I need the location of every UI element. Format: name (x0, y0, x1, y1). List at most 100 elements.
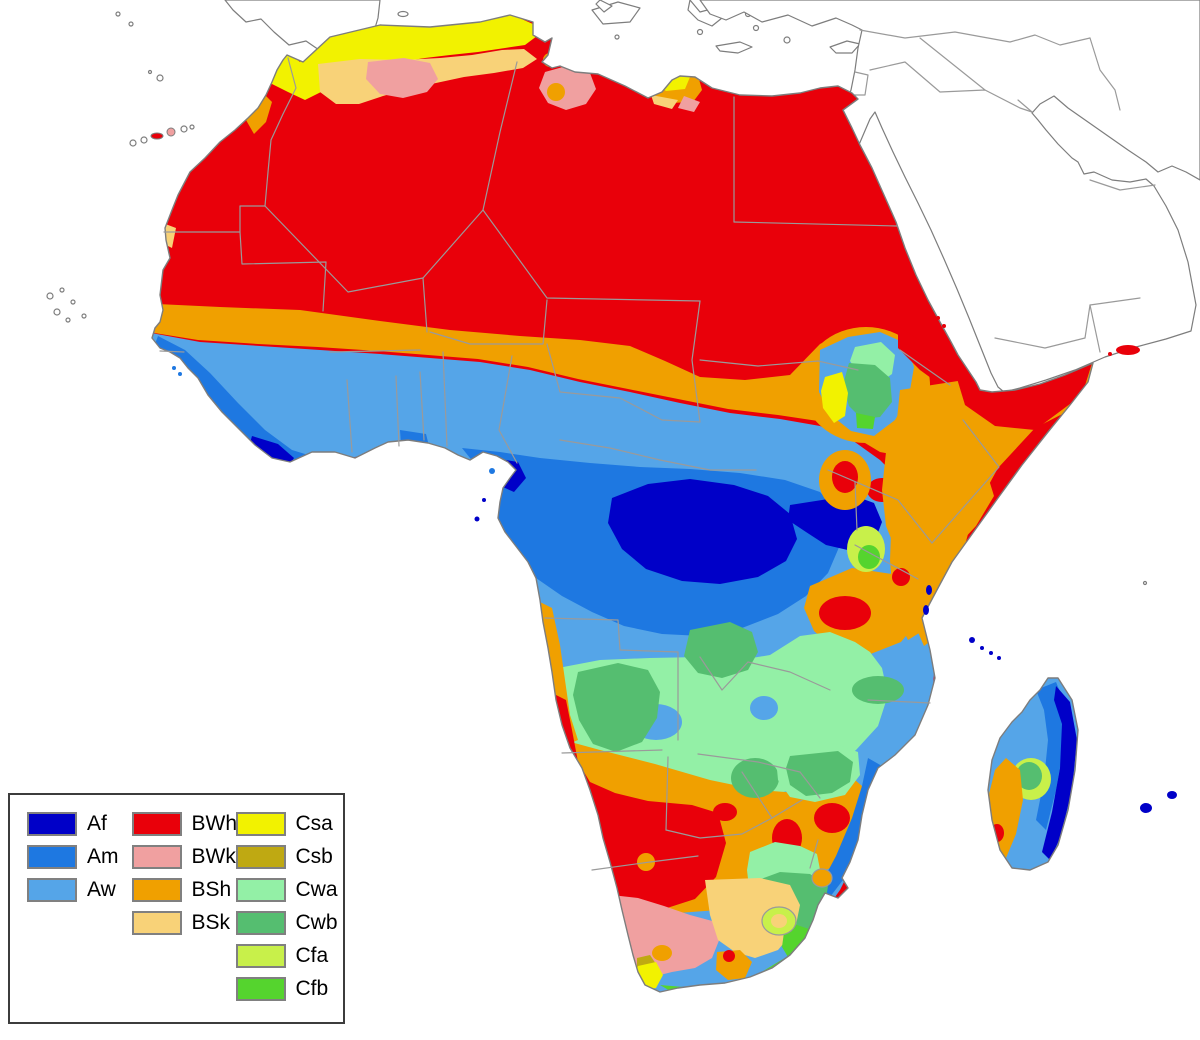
legend-column-c: Csa Csb Cwa Cwb Cfa Cfb (235, 812, 344, 1022)
country-border-line (867, 699, 931, 704)
foreign-coastline (140, 136, 148, 144)
madeira-island (156, 74, 164, 82)
country-border-line (395, 375, 400, 447)
country-border-line (699, 656, 749, 691)
country-border-line (859, 29, 1091, 46)
principe-island (482, 498, 486, 502)
foreign-coastline (180, 125, 188, 133)
azores-islet (115, 11, 121, 17)
legend-label-BSk: BSk (191, 911, 231, 934)
zone-rwanda-cfb (858, 545, 880, 569)
country-border-line (346, 379, 353, 453)
country-border-line (854, 481, 858, 531)
legend-label-BSh: BSh (191, 878, 232, 901)
legend-item-Aw: Aw (27, 878, 132, 902)
legend-label-Csa: Csa (295, 812, 333, 835)
zone-shape-af (989, 651, 993, 655)
legend-item-Cfb: Cfb (235, 977, 344, 1001)
country-border-line (591, 855, 699, 871)
legend-swatch-BSh (131, 878, 182, 902)
zone-lesotho-bsk (771, 914, 787, 928)
legend-item-BWh: BWh (131, 812, 238, 836)
zone-sahel-bsh (152, 303, 908, 455)
country-border-line (264, 205, 484, 293)
zone-shape-bsh (547, 83, 565, 101)
foreign-coastline (53, 308, 61, 316)
zanzibar-island (923, 605, 929, 615)
country-border-line (544, 617, 679, 741)
seychelles-islet (1142, 580, 1148, 586)
legend-label-BWh: BWh (191, 812, 238, 835)
legend-item-BSh: BSh (131, 878, 236, 902)
zone-guinea-am (152, 336, 332, 476)
zone-shape-bwh (892, 568, 910, 586)
zone-karoo-bsk (705, 878, 800, 958)
zone-shape-bwh (1108, 352, 1112, 356)
zone-mozambique-am (820, 758, 882, 897)
country-border-line (851, 71, 869, 96)
zone-algeria-bwk (366, 58, 438, 98)
bijagos-islet (172, 366, 176, 370)
foreign-coastline (752, 24, 760, 32)
country-border-line (827, 469, 933, 544)
cyprus-island (829, 40, 861, 54)
canary-gran-canaria (166, 127, 176, 137)
country-border-line (239, 231, 327, 312)
zone-shape-bwh (942, 324, 946, 328)
zone-shape-af (997, 656, 1001, 660)
legend-label-Am: Am (87, 845, 119, 868)
zone-shape-aw (750, 696, 778, 720)
zone-s-tanzania-cwb (852, 676, 904, 704)
legend-swatch-Csa (235, 812, 286, 836)
zone-tanzania-bwh (819, 596, 871, 630)
country-border-line (741, 771, 773, 819)
country-border-line (994, 297, 1141, 349)
zone-shape-bwh (814, 803, 850, 833)
zone-shape-bwh (713, 803, 737, 821)
rhodes-island (783, 36, 791, 44)
country-border-line (559, 439, 757, 471)
madagascar (987, 677, 1079, 871)
legend-item-Cwa: Cwa (235, 878, 344, 902)
zone-shape-bsk (651, 95, 678, 109)
legend-item-Cfa: Cfa (235, 944, 344, 968)
middle-east-coastline (699, 0, 1200, 393)
legend-label-Af: Af (87, 812, 107, 835)
foreign-coastline (70, 299, 76, 305)
country-border-line (329, 349, 421, 353)
legend-label-Cwa: Cwa (295, 878, 338, 901)
zone-shape-bsh (543, 53, 557, 67)
country-border-line (482, 61, 518, 211)
country-border-line (159, 350, 185, 353)
eswatini-border (811, 868, 833, 888)
cape-verde-island (46, 292, 54, 300)
legend-item-BSk: BSk (131, 911, 236, 935)
country-border-line (931, 419, 1000, 544)
mauritius-island (1167, 791, 1177, 799)
canary-tenerife (150, 132, 164, 140)
country-border-line (869, 61, 1033, 113)
zone-zimbabwe-cwb (786, 751, 853, 796)
country-border-line (561, 749, 663, 754)
legend-label-BWk: BWk (191, 845, 236, 868)
greece-coastline (687, 0, 723, 27)
bioko-island (489, 468, 495, 474)
legend-column-a: Af Am Aw (27, 812, 132, 1022)
country-border-line (919, 37, 986, 91)
country-border-line (1089, 37, 1121, 111)
zone-madagascar-af (1042, 686, 1077, 860)
zone-congo-basin-af (608, 479, 797, 584)
country-border-line (1089, 179, 1156, 191)
legend-item-Am: Am (27, 845, 132, 869)
country-border-line (163, 205, 266, 233)
legend-item-Af: Af (27, 812, 132, 836)
legend-swatch-Csb (235, 845, 286, 869)
zone-kenya-bsh (882, 452, 994, 570)
legend-item-BWk: BWk (131, 845, 236, 869)
foreign-coastline (59, 287, 65, 293)
legend-swatch-Cwa (235, 878, 286, 902)
legend: Af Am Aw BWh BWk BSh BSk Csa Csb Cwa Cwb Cfa Cfb (8, 793, 345, 1024)
legend-swatch-BWh (131, 812, 182, 836)
socotra-island (1116, 345, 1140, 355)
